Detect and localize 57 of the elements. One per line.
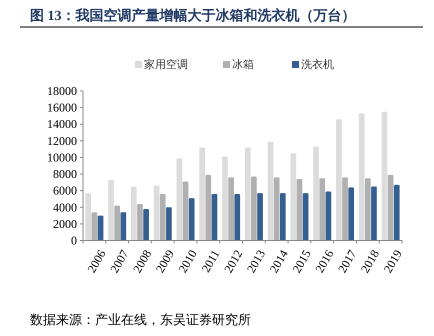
bar <box>274 177 280 240</box>
bar <box>182 182 188 240</box>
bar <box>176 158 182 240</box>
bar <box>382 112 388 240</box>
bar <box>296 179 302 240</box>
bar <box>257 193 263 240</box>
bar <box>313 146 319 240</box>
bar <box>154 186 160 240</box>
bar <box>302 193 308 240</box>
bar <box>98 216 104 240</box>
bar <box>228 177 234 240</box>
legend-label: 冰箱 <box>232 58 254 71</box>
bar <box>244 147 251 240</box>
y-tick-label: 0 <box>71 234 77 248</box>
bar <box>251 176 257 240</box>
bar <box>222 156 228 240</box>
y-tick-label: 16000 <box>47 100 77 115</box>
bar <box>388 174 394 240</box>
y-tick-label: 2000 <box>53 216 77 231</box>
bar <box>268 142 274 240</box>
legend-label: 洗衣机 <box>301 58 334 71</box>
source-note: 数据来源：产业在线，东吴证券研究所 <box>30 312 251 327</box>
bar <box>143 208 149 240</box>
bar <box>160 194 166 240</box>
y-tick-label: 4000 <box>53 200 77 214</box>
y-tick-label: 10000 <box>47 150 77 164</box>
y-tick-label: 14000 <box>47 117 77 132</box>
bar <box>319 178 326 240</box>
bar <box>234 194 240 240</box>
bar <box>188 198 195 240</box>
bar <box>108 180 114 240</box>
bar <box>326 191 332 240</box>
bar <box>342 177 348 240</box>
bar <box>280 193 286 240</box>
bar <box>364 178 371 240</box>
bar <box>394 184 400 240</box>
bar <box>92 212 98 240</box>
bar <box>212 194 218 240</box>
chart-title: 图 13：我国空调产量增幅大于冰箱和洗衣机（万台） <box>30 7 356 24</box>
y-tick-label: 8000 <box>53 167 77 182</box>
legend-label: 家用空调 <box>144 58 188 71</box>
y-tick-label: 18000 <box>47 84 77 98</box>
bar <box>290 153 296 240</box>
bar <box>130 186 137 240</box>
bar <box>205 174 212 240</box>
y-tick-label: 6000 <box>53 184 77 198</box>
bar <box>336 119 342 240</box>
y-tick-label: 12000 <box>47 134 77 148</box>
bar <box>114 206 120 240</box>
bar <box>358 113 365 240</box>
bar <box>137 204 143 240</box>
bar <box>166 207 172 240</box>
bar <box>371 186 377 240</box>
bar <box>85 193 92 240</box>
bar <box>199 147 206 240</box>
bar <box>120 212 126 240</box>
bar <box>348 187 354 240</box>
